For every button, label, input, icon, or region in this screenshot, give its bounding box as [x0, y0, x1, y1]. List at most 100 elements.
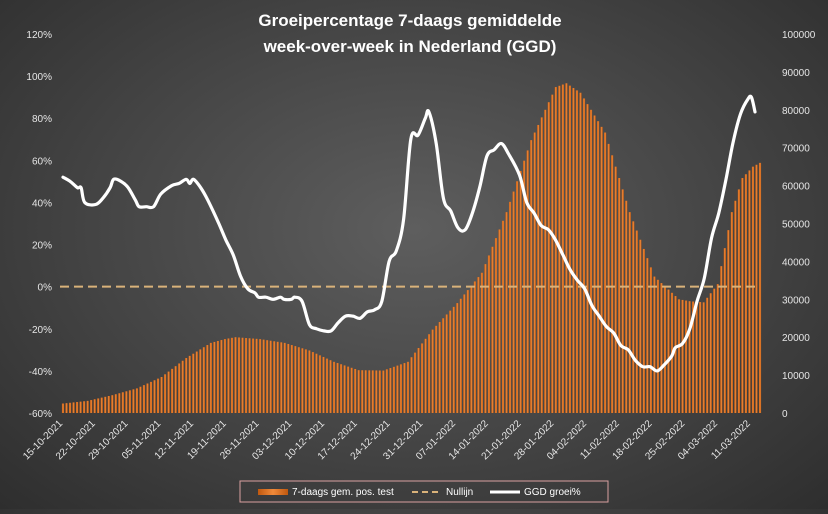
- bar: [361, 370, 364, 413]
- bar: [505, 212, 508, 413]
- bar: [167, 371, 170, 413]
- bar: [248, 338, 251, 413]
- bar: [547, 102, 550, 413]
- bar: [491, 246, 494, 413]
- legend-box: [239, 480, 609, 503]
- bar: [252, 338, 255, 413]
- bar: [234, 337, 237, 413]
- bar: [758, 162, 762, 413]
- bar: [579, 92, 582, 413]
- bar: [396, 365, 399, 413]
- bar: [280, 342, 283, 413]
- left-tick-label: -20%: [29, 325, 52, 336]
- bar: [494, 238, 498, 413]
- bar: [593, 115, 596, 414]
- bar: [206, 345, 209, 413]
- bar: [716, 284, 719, 413]
- bar: [227, 338, 230, 413]
- bar: [734, 200, 737, 413]
- bar: [266, 340, 269, 413]
- bar: [554, 87, 557, 413]
- bar: [561, 84, 564, 413]
- bar: [537, 124, 540, 414]
- bar: [639, 239, 642, 413]
- bar: [304, 349, 307, 413]
- bar: [364, 370, 367, 413]
- bar: [435, 325, 438, 413]
- bar: [132, 389, 135, 413]
- bar: [477, 277, 480, 413]
- bar: [642, 248, 645, 413]
- bar: [213, 341, 216, 413]
- left-tick-label: 20%: [32, 241, 52, 252]
- bar: [589, 109, 593, 414]
- bar: [431, 329, 434, 413]
- bar: [498, 229, 501, 413]
- bar: [582, 98, 586, 414]
- bar: [61, 403, 65, 413]
- bar: [540, 117, 543, 413]
- bar: [586, 104, 589, 414]
- bar: [90, 400, 93, 413]
- bar: [125, 391, 128, 413]
- bar: [730, 212, 733, 413]
- bar: [93, 399, 96, 413]
- right-tick-label: 20000: [782, 333, 810, 344]
- bar: [301, 348, 304, 413]
- bar: [371, 370, 374, 413]
- bar: [480, 272, 483, 413]
- bar: [565, 83, 568, 414]
- bar: [723, 248, 726, 413]
- legend-label-nullijn: Nullijn: [446, 487, 473, 498]
- bar: [741, 178, 744, 413]
- bar: [199, 349, 202, 413]
- bar: [220, 340, 223, 413]
- bar: [442, 318, 445, 413]
- bar: [178, 363, 181, 413]
- bar: [677, 299, 681, 413]
- bar: [378, 370, 381, 413]
- bar: [83, 401, 86, 413]
- right-tick-label: 10000: [782, 371, 810, 382]
- bar: [368, 370, 371, 413]
- bar: [294, 346, 297, 413]
- bar: [139, 386, 142, 413]
- bar: [156, 378, 160, 413]
- bar: [237, 337, 241, 413]
- bar: [621, 189, 624, 413]
- right-tick-label: 0: [782, 409, 788, 420]
- bar: [452, 306, 455, 413]
- bar: [445, 314, 448, 413]
- bar: [635, 230, 638, 413]
- bar: [575, 90, 579, 413]
- bar: [297, 347, 300, 413]
- bar: [188, 355, 191, 413]
- bar: [329, 360, 332, 413]
- bar: [692, 301, 695, 413]
- bar: [572, 88, 575, 413]
- bar: [625, 200, 628, 413]
- bar: [385, 369, 388, 413]
- bar: [107, 396, 110, 413]
- bar: [241, 337, 244, 413]
- bar: [713, 288, 716, 413]
- chart-title-line1: Groeipercentage 7-daags gemiddelde: [258, 11, 561, 30]
- bar: [322, 356, 325, 413]
- bar: [255, 338, 258, 413]
- bar: [667, 289, 670, 413]
- bar: [287, 343, 290, 413]
- bar: [223, 339, 227, 413]
- bar: [174, 366, 177, 413]
- bar: [128, 390, 131, 413]
- bar: [160, 377, 163, 413]
- bar: [308, 350, 311, 413]
- bar: [727, 230, 730, 413]
- bar: [533, 132, 536, 414]
- bar: [114, 394, 117, 413]
- x-axis: 15-10-202122-10-202129-10-202105-11-2021…: [21, 418, 753, 462]
- bar: [121, 392, 124, 413]
- bar: [428, 334, 431, 413]
- right-tick-label: 90000: [782, 68, 810, 79]
- bar: [100, 397, 103, 413]
